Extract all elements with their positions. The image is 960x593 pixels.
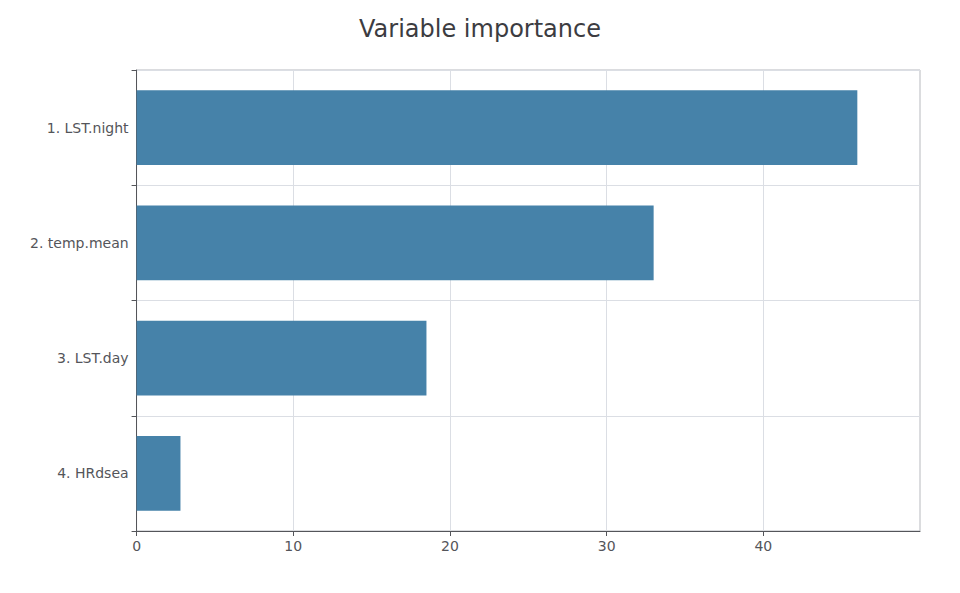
svg-text:20: 20: [441, 538, 459, 554]
svg-text:30: 30: [598, 538, 616, 554]
svg-text:Variable importance: Variable importance: [359, 15, 601, 43]
svg-text:3. LST.day: 3. LST.day: [57, 350, 129, 366]
svg-text:1. LST.night: 1. LST.night: [47, 120, 129, 136]
svg-text:0: 0: [132, 538, 141, 554]
svg-text:40: 40: [754, 538, 772, 554]
svg-text:10: 10: [284, 538, 302, 554]
svg-text:2. temp.mean: 2. temp.mean: [30, 235, 129, 251]
svg-text:4. HRdsea: 4. HRdsea: [57, 465, 128, 481]
